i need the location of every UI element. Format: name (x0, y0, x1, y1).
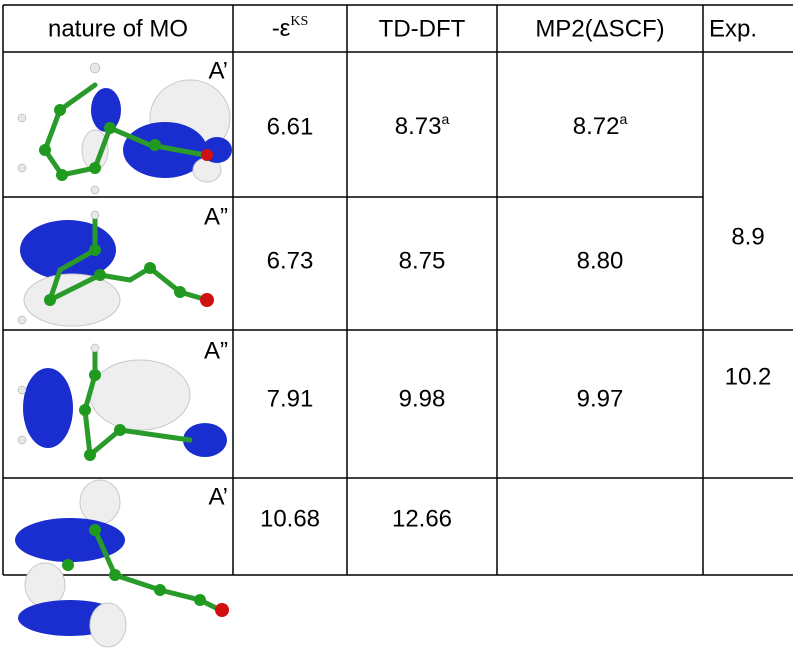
header-cell: nature of MO (48, 15, 188, 42)
cell: 6.61 (267, 113, 314, 140)
header-cell: Exp. (709, 15, 757, 42)
cell: 9.98 (399, 385, 446, 412)
symmetry: A’ (208, 483, 228, 510)
cell: 8.75 (399, 247, 446, 274)
symmetry: A” (204, 203, 228, 230)
cell: 10.68 (260, 505, 320, 532)
exp-cell: 8.9 (731, 223, 764, 250)
symmetry: A’ (208, 57, 228, 84)
symmetry: A” (204, 337, 228, 364)
cell: 8.72a (573, 111, 628, 141)
cell: 7.91 (267, 385, 314, 412)
mo-image (18, 211, 214, 326)
cell: 8.73a (395, 111, 450, 141)
cell: 6.73 (267, 247, 314, 274)
header-cell: TD-DFT (379, 15, 466, 42)
mo-image (18, 63, 232, 194)
cell: 12.66 (392, 505, 452, 532)
header-cell: MP2(ΔSCF) (535, 15, 664, 42)
header-cell: -εKS (272, 14, 309, 42)
mo-image (15, 480, 229, 647)
cell: 9.97 (577, 385, 624, 412)
table: nature of MO -εKS TD-DFT MP2(ΔSCF) Exp. … (0, 0, 793, 652)
exp-cell: 10.2 (725, 363, 772, 390)
cell: 8.80 (577, 247, 624, 274)
table-borders (3, 5, 793, 575)
mo-image (18, 344, 227, 492)
